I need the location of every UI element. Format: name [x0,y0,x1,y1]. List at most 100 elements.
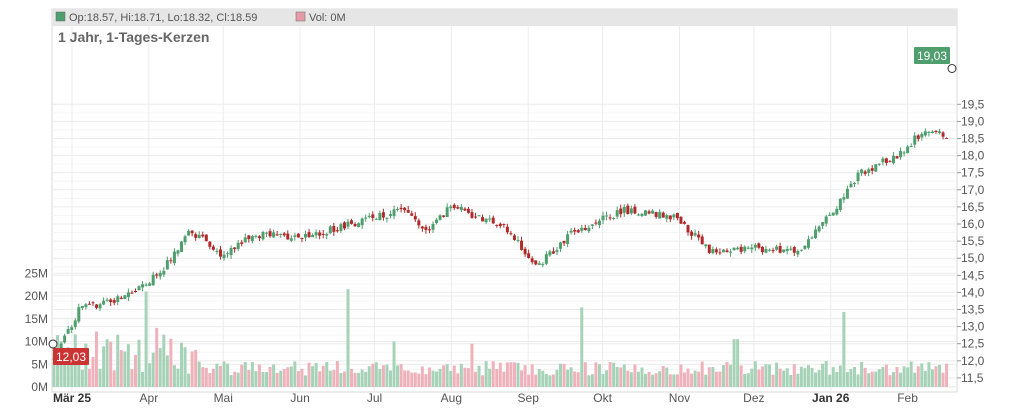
volume-bar [321,365,325,387]
volume-bar [392,341,396,387]
volume-bar [920,363,924,387]
volume-bar [938,364,942,387]
candle-body [594,222,598,224]
candle-body [165,260,169,270]
candle-body [704,244,708,247]
volume-bar [335,361,339,387]
volume-bar [753,361,757,387]
volume-bar [211,368,215,387]
candle-body [449,206,453,209]
candle-body [399,207,403,210]
candle-body [612,217,616,219]
volume-bar [891,371,895,387]
volume-bar [647,371,651,387]
volume-bar [821,363,825,387]
candle-body [459,206,463,211]
volume-bar [105,339,109,387]
candle-body [130,292,134,294]
candle-body [197,234,201,239]
volume-bar [279,370,283,387]
volume-bar [346,289,350,387]
candle-body [431,223,435,230]
candle-body [176,250,180,254]
candle-body [544,254,548,264]
candle-body [141,284,145,288]
candle-body [250,236,254,242]
volume-tick-label: 10M [25,335,48,349]
candle-body [619,208,623,215]
volume-bar [63,361,67,387]
candle-body [583,228,587,231]
candle-body [580,227,584,231]
volume-bar [615,366,619,387]
volume-bar [530,364,534,387]
volume-bar [831,367,835,387]
volume-bar [796,373,800,387]
volume-bar [658,371,662,387]
volume-bar [339,372,343,387]
volume-swatch-icon [295,11,306,22]
candle-body [148,283,152,286]
volume-bar [438,368,442,387]
candle-body [870,168,874,171]
candle-body [736,247,740,250]
candle-body [59,343,63,352]
candle-body [587,227,591,232]
volume-bar [357,372,361,387]
candle-body [838,198,842,210]
candle-body [711,249,715,254]
candle-body [860,169,864,174]
candle-body [95,304,99,308]
candle-body [321,233,325,235]
volume-bar [275,372,279,387]
candle-body [70,327,74,330]
candle-body [300,237,304,240]
candle-body [849,183,853,188]
volume-bar [806,365,810,387]
volume-bar [208,373,212,387]
volume-bar [257,364,261,387]
volume-bar [261,371,265,387]
volume-bar [236,372,240,387]
volume-bar [544,373,548,387]
candle-body [381,212,385,218]
volume-tick-label: 0M [31,380,48,394]
candle-body [346,221,350,227]
volume-bar [888,375,892,387]
price-tick-label: 13,0 [961,320,985,334]
volume-bar [945,363,949,387]
volume-bar [431,370,435,387]
plot-frame [51,8,958,393]
volume-bar [580,307,584,387]
volume-bar [289,366,293,387]
candle-body [350,220,354,224]
volume-bar [682,372,686,387]
candle-body [541,263,545,265]
volume-bar [247,369,251,387]
candle-body [463,208,467,211]
volume-bar [622,364,626,387]
volume-bar [661,366,665,387]
volume-bar [123,351,127,387]
candle-body [686,225,690,233]
candle-body [856,172,860,182]
volume-bar [254,371,258,387]
candle-body [796,250,800,255]
volume-bar [913,372,917,387]
volume-bar [197,361,201,387]
volume-bar [272,364,276,387]
volume-bar [459,363,463,387]
volume-bar [385,364,389,387]
candle-body [435,219,439,224]
volume-bar [151,352,155,387]
candle-body [714,249,718,253]
candle-body [279,233,283,235]
volume-bar [491,361,495,387]
candle-body [576,230,580,233]
candle-body [155,274,159,276]
volume-bar [626,370,630,387]
volume-bar [399,364,403,387]
candle-body [286,233,290,240]
volume-bar [743,373,747,387]
last-price-badge: 19,03 [914,47,950,64]
